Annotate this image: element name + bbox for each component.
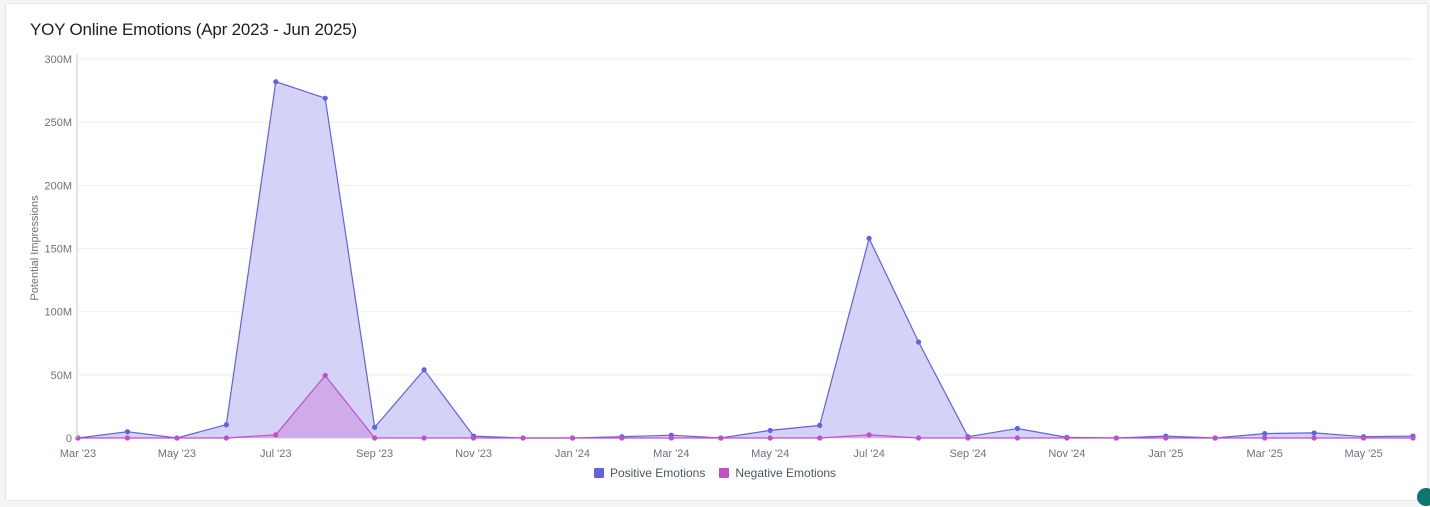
x-tick-label: May '24 bbox=[751, 448, 789, 460]
chart-points bbox=[75, 79, 1416, 441]
data-point-negative bbox=[520, 435, 526, 441]
data-point-negative bbox=[1311, 435, 1317, 441]
legend-item-positive[interactable]: Positive Emotions bbox=[593, 466, 706, 480]
data-point-negative bbox=[1410, 435, 1416, 441]
x-tick-label: Nov '24 bbox=[1048, 448, 1085, 460]
x-tick-label: May '23 bbox=[158, 448, 196, 460]
data-point-negative bbox=[718, 435, 724, 441]
data-point-negative bbox=[569, 435, 576, 441]
help-widget-icon[interactable] bbox=[1417, 488, 1430, 506]
y-tick-label: 0 bbox=[66, 433, 72, 445]
x-tick-label: Mar '25 bbox=[1246, 448, 1282, 460]
data-point-negative bbox=[1064, 435, 1070, 441]
y-tick-label: 100M bbox=[44, 307, 72, 319]
chart-areas bbox=[78, 81, 1413, 438]
data-point-negative bbox=[866, 432, 872, 438]
data-point-positive bbox=[817, 422, 823, 428]
data-point-negative bbox=[322, 372, 328, 379]
data-point-positive bbox=[1311, 430, 1317, 436]
data-point-negative bbox=[1163, 435, 1169, 441]
x-tick-label: Sep '23 bbox=[356, 448, 393, 460]
chart-lines bbox=[77, 80, 1414, 439]
x-tick-label: Sep '24 bbox=[950, 448, 987, 460]
x-tick-label: Jul '23 bbox=[260, 448, 291, 460]
y-tick-label: 150M bbox=[44, 244, 72, 256]
series-line-negative bbox=[78, 374, 1413, 439]
data-point-positive bbox=[866, 235, 872, 241]
legend-item-negative[interactable]: Negative Emotions bbox=[719, 466, 836, 480]
data-point-positive bbox=[915, 339, 922, 345]
data-point-negative bbox=[372, 435, 378, 441]
data-point-positive bbox=[124, 429, 131, 435]
data-point-positive bbox=[322, 95, 328, 101]
x-tick-label: Jan '25 bbox=[1148, 448, 1183, 460]
chart-legend: Positive Emotions Negative Emotions bbox=[0, 466, 1430, 480]
data-point-positive bbox=[1014, 425, 1021, 432]
data-point-positive bbox=[372, 424, 378, 430]
chart-title: YOY Online Emotions (Apr 2023 - Jun 2025… bbox=[30, 20, 357, 39]
data-point-positive bbox=[421, 367, 427, 373]
data-point-negative bbox=[817, 435, 823, 441]
data-point-negative bbox=[767, 435, 773, 441]
legend-label-negative: Negative Emotions bbox=[735, 466, 837, 480]
legend-label-positive: Positive Emotions bbox=[609, 466, 706, 480]
y-tick-label: 50M bbox=[51, 370, 72, 382]
y-tick-label: 300M bbox=[44, 54, 72, 66]
data-point-negative bbox=[421, 435, 427, 441]
y-tick-label: 200M bbox=[44, 180, 72, 192]
data-point-negative bbox=[1212, 435, 1218, 441]
legend-swatch-negative bbox=[719, 468, 730, 478]
data-point-negative bbox=[1014, 435, 1021, 441]
x-tick-label: May '25 bbox=[1344, 448, 1382, 460]
series-line-positive bbox=[77, 80, 1414, 439]
data-point-negative bbox=[619, 435, 625, 441]
x-tick-label: Nov '23 bbox=[455, 448, 492, 460]
data-point-negative bbox=[273, 432, 279, 438]
data-point-negative bbox=[1262, 435, 1268, 441]
data-point-negative bbox=[75, 435, 81, 441]
data-point-positive bbox=[1262, 430, 1268, 437]
data-point-negative bbox=[223, 435, 229, 441]
data-point-negative bbox=[124, 435, 131, 441]
data-point-negative bbox=[470, 435, 477, 441]
data-point-negative bbox=[915, 435, 922, 441]
x-tick-label: Mar '24 bbox=[653, 448, 689, 460]
x-tick-label: Mar '23 bbox=[60, 448, 96, 460]
x-axis-ticks: Mar '23 May '23 Jul '23 Sep '23 Nov '23 Jan '… bbox=[60, 448, 1383, 460]
legend-swatch-positive bbox=[593, 468, 604, 478]
data-point-positive bbox=[273, 79, 279, 85]
data-point-negative bbox=[965, 435, 971, 441]
series-area-negative bbox=[78, 375, 1413, 438]
data-point-negative bbox=[1113, 435, 1119, 441]
y-axis-ticks: 0 50M 100M 150M 200M 250M 300M bbox=[44, 54, 72, 445]
data-point-negative bbox=[1360, 435, 1367, 441]
x-tick-label: Jul '24 bbox=[853, 448, 884, 460]
data-point-negative bbox=[668, 435, 674, 441]
series-area-positive bbox=[78, 81, 1413, 438]
data-point-positive bbox=[223, 422, 229, 428]
x-tick-label: Jan '24 bbox=[555, 448, 590, 460]
y-tick-label: 250M bbox=[44, 117, 72, 129]
data-point-positive bbox=[767, 427, 773, 434]
y-axis-label: Potential Impressions bbox=[29, 195, 41, 301]
data-point-negative bbox=[174, 435, 180, 441]
